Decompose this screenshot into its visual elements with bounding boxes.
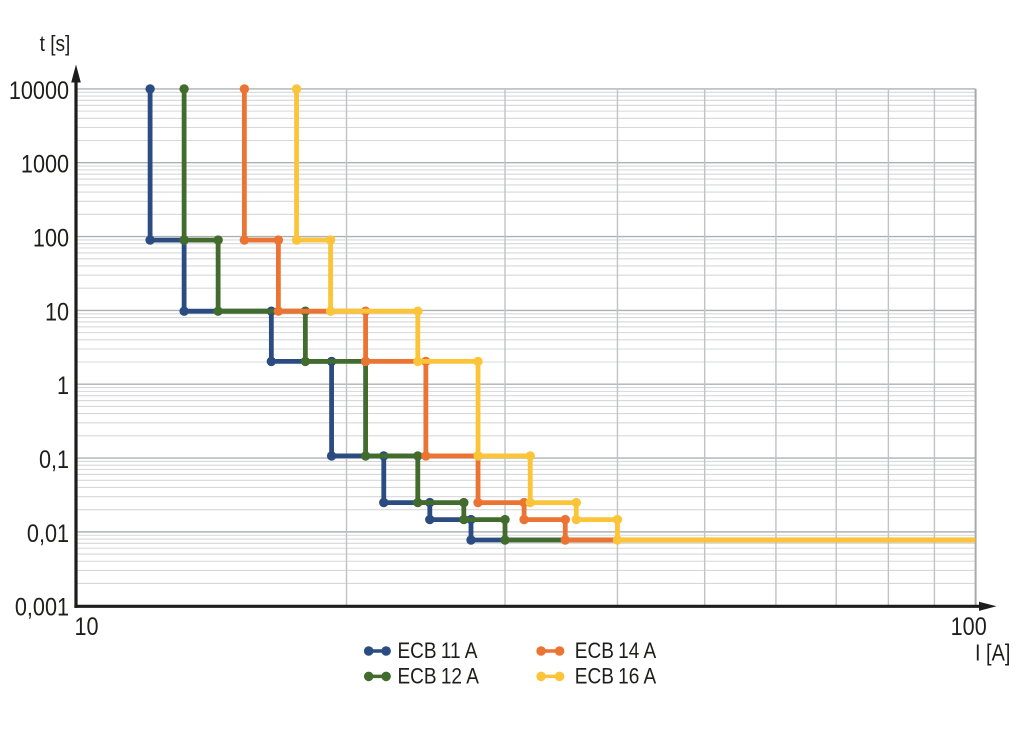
svg-text:0,01: 0,01 xyxy=(27,519,69,547)
svg-text:1000: 1000 xyxy=(21,150,69,178)
svg-text:10: 10 xyxy=(74,613,98,641)
svg-text:ECB 11 A: ECB 11 A xyxy=(398,639,478,664)
svg-text:ECB 12 A: ECB 12 A xyxy=(398,664,480,689)
svg-text:0,1: 0,1 xyxy=(39,445,69,473)
svg-text:100: 100 xyxy=(951,613,987,641)
svg-text:ECB 14 A: ECB 14 A xyxy=(575,639,657,664)
svg-text:1: 1 xyxy=(57,372,69,400)
svg-text:100: 100 xyxy=(33,224,69,252)
svg-text:ECB 16 A: ECB 16 A xyxy=(575,664,657,689)
svg-text:t [s]: t [s] xyxy=(40,32,71,57)
svg-text:0,001: 0,001 xyxy=(15,593,69,621)
svg-text:10000: 10000 xyxy=(9,76,69,104)
svg-text:I [A]: I [A] xyxy=(975,640,1010,666)
svg-text:10: 10 xyxy=(45,298,69,326)
